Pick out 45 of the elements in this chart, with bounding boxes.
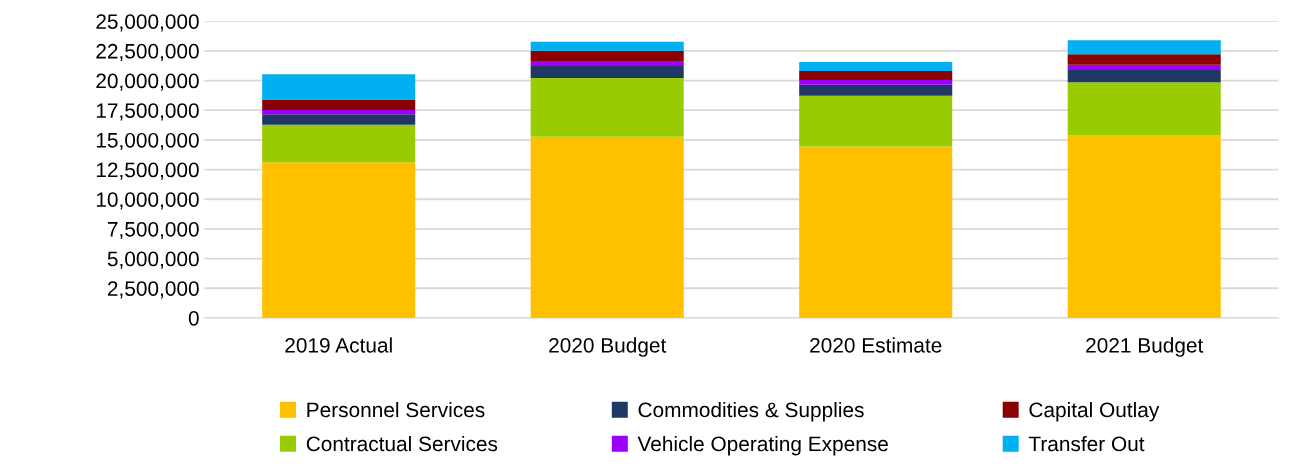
bar bbox=[1067, 69, 1221, 83]
legend-label: Capital Outlay bbox=[1029, 401, 1160, 422]
bar bbox=[1067, 64, 1221, 70]
legend-label: Contractual Services bbox=[306, 435, 498, 452]
bar bbox=[530, 136, 684, 318]
bar bbox=[799, 80, 953, 85]
x-tick-label: 2020 Budget bbox=[549, 337, 667, 357]
y-tick-label: 17,500,000 bbox=[96, 103, 199, 121]
legend-label: Transfer Out bbox=[1028, 435, 1145, 452]
y-tick-label: 7,500,000 bbox=[107, 221, 199, 240]
y-tick-label: 22,500,000 bbox=[96, 43, 199, 62]
bar bbox=[262, 162, 416, 318]
bar bbox=[530, 66, 684, 79]
legend-label: Vehicle Operating Expense bbox=[637, 435, 888, 456]
bar bbox=[799, 146, 953, 318]
bar bbox=[262, 114, 416, 125]
y-tick-label: 25,000,000 bbox=[96, 14, 199, 32]
y-tick-label: 5,000,000 bbox=[107, 251, 199, 269]
legend-label: Commodities & Supplies bbox=[638, 401, 864, 422]
bar bbox=[1067, 54, 1221, 65]
bar bbox=[262, 99, 416, 111]
y-tick-label: 15,000,000 bbox=[96, 132, 199, 151]
bar bbox=[799, 84, 953, 96]
legend-label: Personnel Services bbox=[307, 401, 485, 418]
bar bbox=[262, 110, 416, 115]
bar bbox=[530, 61, 684, 67]
bar bbox=[262, 124, 416, 163]
y-tick-label: 12,500,000 bbox=[96, 162, 199, 180]
bar bbox=[799, 62, 953, 72]
bar bbox=[1067, 135, 1221, 318]
y-tick-label: 10,000,000 bbox=[96, 192, 199, 210]
bar bbox=[1067, 82, 1221, 136]
bar bbox=[530, 50, 684, 62]
bar bbox=[530, 41, 684, 51]
x-tick-label: 2021 Budget bbox=[1086, 337, 1204, 357]
bar bbox=[799, 95, 953, 147]
y-tick-label: 0 bbox=[188, 310, 199, 326]
x-tick-label: 2019 Actual bbox=[285, 337, 392, 353]
bar bbox=[530, 78, 684, 137]
bar bbox=[799, 71, 953, 81]
bar bbox=[262, 74, 416, 100]
bar bbox=[1067, 40, 1221, 55]
y-tick-label: 20,000,000 bbox=[96, 73, 199, 91]
y-tick-label: 2,500,000 bbox=[107, 281, 199, 299]
x-tick-label: 2020 Estimate bbox=[810, 337, 942, 353]
